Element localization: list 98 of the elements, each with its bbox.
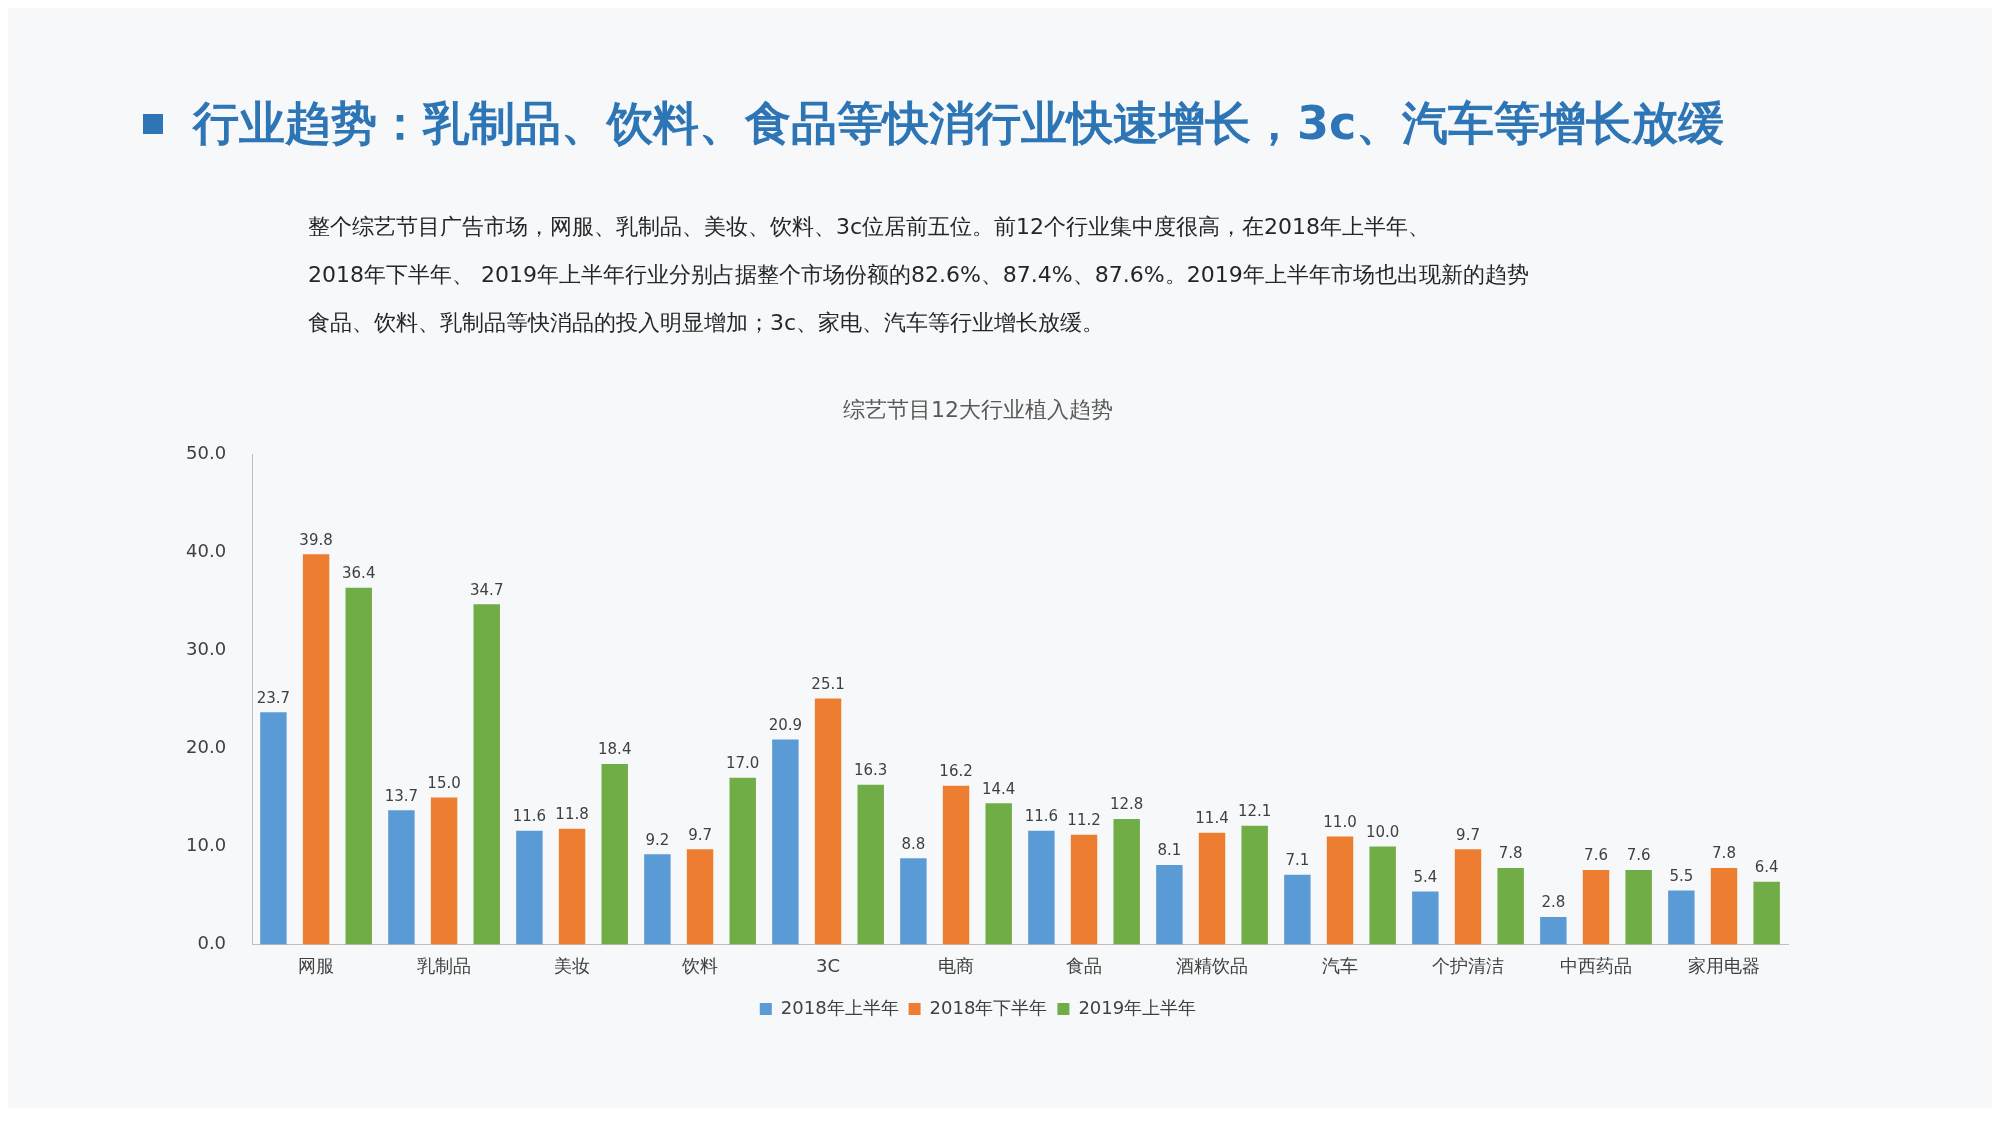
bar — [1369, 846, 1396, 945]
data-label: 23.7 — [256, 688, 291, 707]
data-label: 16.2 — [939, 762, 973, 781]
bar — [302, 554, 330, 945]
y-tick-label: 20.0 — [186, 736, 227, 758]
data-label: 9.7 — [688, 825, 712, 844]
x-tick-label: 个护清洁 — [1432, 954, 1505, 976]
bar — [516, 830, 543, 945]
bar — [1028, 830, 1055, 945]
x-tick-label: 中西药品 — [1560, 954, 1633, 976]
data-label: 25.1 — [811, 674, 845, 693]
data-label: 39.8 — [299, 530, 333, 549]
data-label: 5.4 — [1413, 867, 1438, 886]
bar — [857, 784, 884, 945]
bar — [1668, 890, 1695, 945]
text: 2018年下半年、 2019年上半年行业分别占据整个市场份额的82.6%、87.4%、87.6%。2019年上半年市场也出现新的趋势 — [308, 261, 1529, 289]
data-label: 2.8 — [1541, 893, 1566, 912]
bar — [558, 828, 586, 945]
data-label: 15.0 — [427, 773, 461, 792]
bar — [942, 785, 970, 945]
data-label: 12.8 — [1110, 795, 1144, 814]
bar — [772, 739, 799, 945]
bar — [900, 858, 927, 945]
data-label: 5.5 — [1669, 866, 1694, 885]
x-tick-label: 汽车 — [1322, 954, 1359, 976]
data-label: 12.1 — [1237, 802, 1272, 821]
x-tick-label: 食品 — [1066, 954, 1103, 976]
bar — [345, 587, 372, 945]
bar — [644, 854, 671, 945]
bar — [1198, 832, 1226, 945]
bar — [985, 803, 1012, 945]
data-label: 6.4 — [1754, 858, 1779, 877]
chart-title: 综艺节目12大行业植入趋势 — [843, 396, 1113, 422]
text: 整个综艺节目广告市场，网服、乳制品、美妆、饮料、3c位居前五位。前12个行业集中度很高，在2018年上半年、 — [308, 213, 1432, 241]
data-label: 13.7 — [384, 786, 419, 805]
bar — [473, 604, 500, 945]
data-label: 11.0 — [1323, 812, 1357, 831]
bar — [430, 797, 458, 945]
data-label: 8.1 — [1157, 841, 1182, 860]
x-tick-label: 电商 — [938, 954, 975, 976]
bar — [1412, 891, 1439, 945]
y-tick-label: 50.0 — [186, 442, 227, 464]
legend-label: 2019年上半年 — [1078, 996, 1197, 1018]
legend-label: 2018年下半年 — [929, 996, 1048, 1018]
bar — [1710, 867, 1738, 945]
bar — [1625, 869, 1652, 945]
bar — [1070, 834, 1098, 945]
data-label: 11.6 — [512, 807, 547, 826]
data-label: 9.2 — [645, 830, 670, 849]
legend-label: 2018年上半年 — [780, 996, 899, 1018]
data-label: 18.4 — [598, 740, 632, 759]
data-label: 20.9 — [768, 715, 803, 734]
bar — [1497, 867, 1524, 945]
bar — [388, 810, 415, 945]
x-tick-label: 酒精饮品 — [1176, 954, 1249, 976]
x-tick-label: 家用电器 — [1688, 954, 1760, 976]
y-tick-label: 0.0 — [197, 932, 227, 954]
y-tick-label: 30.0 — [186, 638, 227, 660]
data-label: 36.4 — [342, 564, 376, 583]
bar — [1326, 836, 1354, 945]
bar — [1753, 881, 1780, 945]
data-label: 9.7 — [1456, 825, 1480, 844]
y-tick-label: 40.0 — [186, 540, 227, 562]
bar — [601, 764, 628, 945]
bar — [1582, 869, 1610, 945]
x-tick-label: 乳制品 — [417, 954, 472, 976]
data-label: 11.2 — [1067, 811, 1101, 830]
data-label: 7.1 — [1285, 851, 1310, 870]
text: 行业趋势：乳制品、饮料、食品等快消行业快速增长，3c、汽车等增长放缓 — [193, 95, 1725, 152]
text: 食品、饮料、乳制品等快消品的投入明显增加；3c、家电、汽车等行业增长放缓。 — [308, 309, 1106, 337]
data-label: 16.3 — [854, 761, 888, 780]
data-label: 14.4 — [982, 779, 1016, 798]
data-label: 10.0 — [1365, 822, 1400, 841]
bar — [729, 777, 756, 945]
bar — [1156, 865, 1183, 945]
x-tick-label: 网服 — [298, 954, 335, 976]
data-label: 11.8 — [555, 805, 589, 824]
data-label: 7.8 — [1498, 844, 1523, 863]
bar — [1454, 849, 1482, 945]
data-label: 7.6 — [1584, 846, 1608, 865]
y-tick-label: 10.0 — [186, 834, 227, 856]
x-tick-label: 3C — [816, 954, 841, 976]
bar — [1540, 916, 1567, 945]
data-label: 11.6 — [1024, 807, 1059, 826]
data-label: 34.7 — [470, 580, 504, 599]
data-label: 7.8 — [1712, 844, 1736, 863]
data-label: 17.0 — [726, 754, 760, 773]
x-tick-label: 美妆 — [554, 954, 591, 976]
bar — [1284, 874, 1311, 945]
data-label: 7.6 — [1626, 846, 1651, 865]
bar — [814, 698, 842, 945]
bar — [1241, 825, 1268, 945]
bar — [1113, 818, 1140, 945]
bar — [686, 849, 714, 945]
data-label: 11.4 — [1195, 809, 1229, 828]
x-tick-label: 饮料 — [681, 954, 719, 976]
data-label: 8.8 — [901, 834, 926, 853]
bar — [260, 712, 287, 945]
